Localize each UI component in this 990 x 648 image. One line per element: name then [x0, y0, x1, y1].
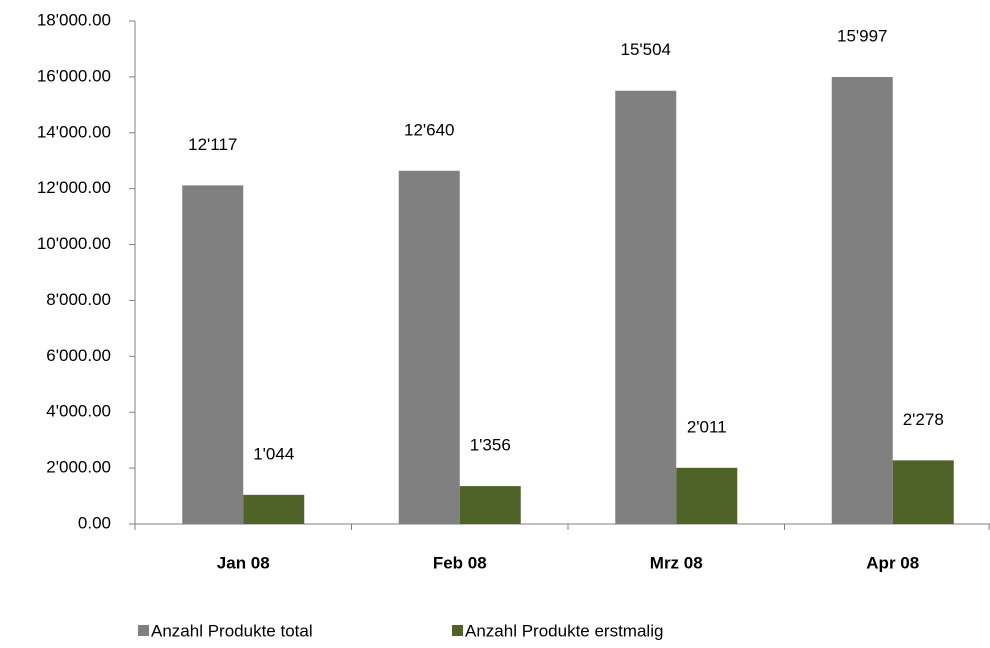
x-tick-label: Feb 08	[433, 553, 487, 572]
data-label: 15'504	[620, 40, 671, 59]
data-label: 1'356	[470, 436, 511, 455]
bar	[459, 486, 521, 524]
y-tick-label: 6'000.00	[46, 346, 111, 365]
data-label: 15'997	[837, 26, 888, 45]
bar	[676, 467, 738, 524]
y-tick-label: 18'000.00	[37, 10, 111, 29]
data-label: 12'117	[188, 135, 237, 154]
x-tick-label: Jan 08	[217, 553, 270, 572]
bar	[182, 185, 244, 525]
x-tick-label: Apr 08	[866, 553, 919, 572]
y-tick-label: 16'000.00	[37, 66, 111, 85]
legend-label: Anzahl Produkte total	[151, 621, 313, 640]
data-label: 2'011	[687, 417, 727, 436]
data-label: 12'640	[404, 120, 455, 139]
legend-swatch	[138, 625, 149, 636]
bar	[615, 90, 677, 525]
legend-label: Anzahl Produkte erstmalig	[465, 621, 663, 640]
data-label: 1'044	[253, 444, 294, 463]
bar	[831, 76, 893, 525]
y-tick-label: 14'000.00	[37, 122, 111, 141]
y-tick-label: 12'000.00	[37, 178, 111, 197]
y-tick-label: 4'000.00	[46, 402, 111, 421]
y-tick-label: 0.00	[78, 513, 111, 532]
y-tick-label: 8'000.00	[46, 290, 111, 309]
bar	[243, 494, 305, 524]
y-tick-label: 10'000.00	[37, 234, 111, 253]
y-tick-label: 2'000.00	[46, 458, 111, 477]
data-label: 2'278	[903, 410, 944, 429]
legend-swatch	[452, 625, 463, 636]
x-tick-label: Mrz 08	[650, 553, 703, 572]
bar	[892, 460, 954, 524]
bar	[398, 170, 460, 524]
